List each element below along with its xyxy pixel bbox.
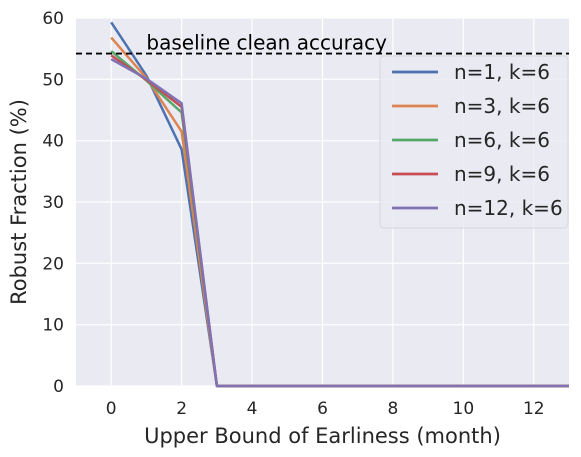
x-tick-label: 2 (176, 399, 187, 419)
x-axis-label: Upper Bound of Earliness (month) (144, 424, 501, 448)
baseline-annotation: baseline clean accuracy (146, 31, 387, 55)
legend-entry-label: n=9, k=6 (454, 162, 550, 186)
legend-entry-label: n=3, k=6 (454, 94, 550, 118)
y-tick-label: 10 (42, 316, 64, 336)
legend-entry-label: n=1, k=6 (454, 60, 550, 84)
y-tick-label: 30 (42, 193, 64, 213)
legend-entry-label: n=6, k=6 (454, 128, 550, 152)
series-line-5 (110, 58, 569, 388)
x-tick-label: 0 (106, 399, 117, 419)
y-axis-label: Robust Fraction (%) (7, 99, 31, 305)
legend-box (379, 55, 569, 229)
legend-entry-label: n=12, k=6 (454, 196, 563, 220)
x-tick-labels: 0 2 4 6 8 10 12 (106, 399, 545, 419)
x-tick-label: 4 (247, 399, 258, 419)
y-tick-label: 40 (42, 132, 64, 152)
y-tick-label: 50 (42, 70, 64, 90)
grid-lines (76, 17, 569, 387)
y-tick-label: 0 (53, 377, 64, 397)
y-tick-label: 20 (42, 254, 64, 274)
y-tick-label: 60 (42, 9, 64, 29)
x-tick-label: 12 (523, 399, 545, 419)
x-tick-label: 8 (388, 399, 399, 419)
x-tick-label: 6 (317, 399, 328, 419)
series-lines (110, 21, 569, 388)
legend: n=1, k=6 n=3, k=6 n=6, k=6 n=9, k=6 n=12, k=… (379, 55, 569, 229)
y-tick-labels: 0 10 20 30 40 50 60 (42, 9, 64, 397)
x-tick-label: 10 (453, 399, 475, 419)
